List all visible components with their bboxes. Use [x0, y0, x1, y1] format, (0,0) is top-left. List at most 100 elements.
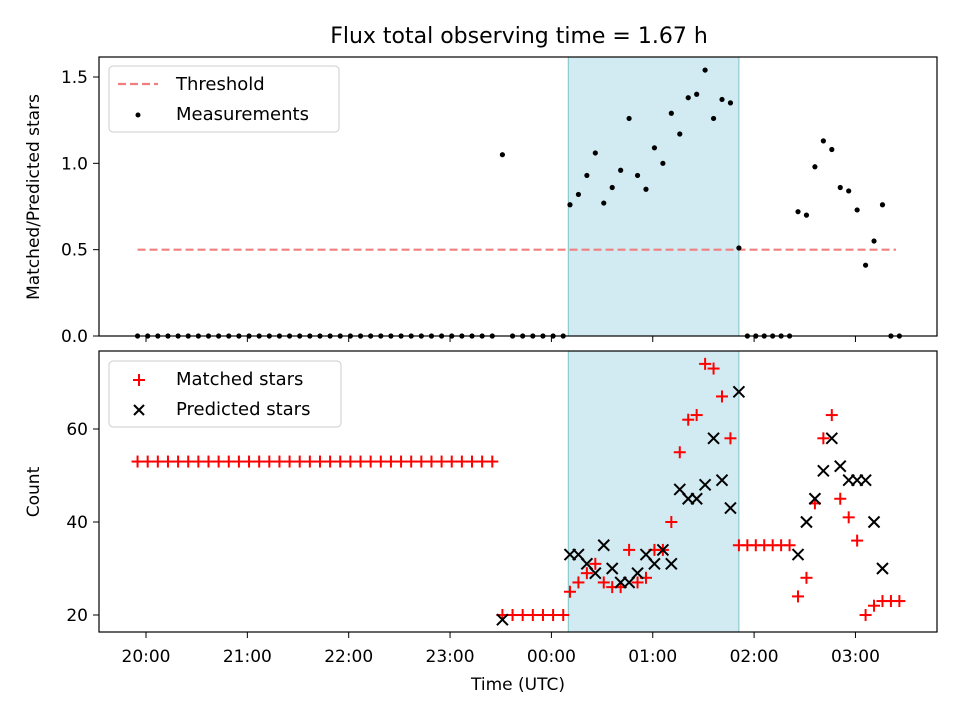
- matched-star-point: [842, 511, 855, 524]
- x-tick-label: 20:00: [122, 647, 171, 667]
- matched-legend-label: Matched stars: [176, 369, 303, 390]
- predicted-star-point: [724, 501, 737, 515]
- predicted-star-point: [715, 473, 729, 487]
- matched-star-point: [690, 409, 703, 422]
- matched-star-point: [476, 455, 489, 468]
- predicted-star-point: [834, 459, 847, 473]
- matched-star-point: [324, 455, 337, 468]
- matched-star-point: [589, 557, 602, 570]
- matched-star-point: [597, 576, 610, 589]
- predicted-legend-label: Predicted stars: [176, 399, 310, 420]
- measurement-point: [871, 238, 877, 244]
- x-tick-label: 23:00: [426, 647, 475, 667]
- predicted-star-point: [665, 557, 678, 571]
- top-panel: Flux total observing time = 1.67 h 0.0 0.…: [24, 24, 938, 347]
- matched-star-point: [334, 455, 347, 468]
- x-tick-label: 03:00: [831, 647, 880, 667]
- predicted-star-point: [648, 557, 661, 571]
- measurement-point: [677, 131, 683, 137]
- bottom-y-tick-label: 60: [66, 420, 88, 440]
- top-y-tick-label: 1.0: [61, 154, 88, 174]
- measurement-point: [626, 115, 632, 122]
- x-tick-label: 02:00: [730, 647, 779, 667]
- matched-star-point: [580, 567, 593, 580]
- measurement-point: [854, 207, 860, 213]
- measurement-point: [820, 138, 826, 144]
- measurement-point: [668, 110, 674, 116]
- top-legend: Threshold Measurements: [108, 65, 340, 133]
- matched-star-point: [817, 432, 830, 445]
- predicted-star-point: [589, 566, 602, 580]
- measurement-point: [567, 202, 573, 208]
- matched-star-point: [716, 390, 729, 403]
- predicted-star-point: [808, 492, 822, 505]
- matched-star-point: [536, 609, 549, 621]
- matched-star-point: [202, 455, 215, 468]
- matched-star-point: [834, 492, 847, 505]
- x-tick-label: 21:00: [223, 647, 272, 667]
- matched-star-point: [232, 455, 245, 468]
- matched-star-point: [516, 609, 529, 621]
- measurement-point: [803, 212, 810, 218]
- matched-star-point: [293, 455, 306, 468]
- x-axis-label: Time (UTC): [470, 675, 565, 695]
- matched-star-point: [506, 609, 519, 621]
- matched-star-point: [707, 362, 720, 375]
- matched-star-point: [141, 455, 154, 468]
- predicted-star-point: [791, 548, 805, 561]
- top-y-tick-label: 0.5: [61, 241, 88, 261]
- matched-star-point: [563, 585, 576, 598]
- observing-interval-shade: [567, 350, 740, 633]
- matched-star-point: [425, 455, 438, 468]
- measurement-point: [727, 100, 734, 106]
- bottom-panel: 20 40 60 20:00 21:00 22:00 23:00 00:00 01:00 02:…: [24, 350, 938, 695]
- matched-star-point: [445, 455, 458, 468]
- measurement-point: [719, 96, 725, 103]
- matched-star-point: [405, 455, 418, 468]
- top-y-axis-label: Matched/Predicted stars: [24, 94, 44, 300]
- measurement-point: [643, 186, 649, 192]
- matched-star-point: [374, 455, 387, 468]
- top-y-tick-label: 1.5: [61, 68, 88, 88]
- matched-star-point: [192, 455, 205, 468]
- matched-star-point: [859, 609, 872, 621]
- matched-star-point: [395, 455, 408, 468]
- measurement-point: [710, 115, 717, 122]
- matched-star-point: [851, 534, 864, 547]
- measurement-point: [685, 95, 691, 101]
- measurement-point: [862, 262, 869, 268]
- matched-star-point: [344, 455, 357, 468]
- predicted-star-point: [876, 562, 889, 575]
- matched-star-point: [253, 455, 266, 468]
- matched-star-point: [724, 432, 737, 445]
- matched-star-point: [547, 609, 560, 621]
- predicted-legend-swatch: [133, 404, 145, 416]
- predicted-star-point: [690, 492, 703, 505]
- matched-star-point: [526, 609, 539, 621]
- measurement-point: [584, 172, 590, 179]
- x-tick-label: 22:00: [324, 647, 373, 667]
- matched-star-point: [364, 455, 377, 468]
- chart-title: Flux total observing time = 1.67 h: [330, 24, 708, 49]
- measurement-point: [736, 245, 742, 251]
- matched-star-point: [699, 357, 712, 370]
- matched-star-point: [263, 455, 276, 468]
- matched-star-point: [673, 446, 686, 459]
- matched-star-point: [151, 455, 164, 468]
- matched-star-point: [313, 455, 326, 468]
- predicted-star-point: [707, 432, 720, 445]
- matched-star-point: [222, 455, 235, 468]
- matched-star-point: [665, 516, 678, 528]
- bottom-y-tick-label: 40: [66, 513, 88, 533]
- measurement-point: [592, 150, 598, 156]
- threshold-legend-label: Threshold: [175, 74, 265, 95]
- measurement-point: [812, 164, 818, 170]
- bottom-y-axis-label: Count: [24, 466, 44, 517]
- measurement-point: [694, 91, 700, 97]
- predicted-star-point: [732, 385, 746, 399]
- matched-star-point: [435, 455, 448, 468]
- matched-legend-swatch: [133, 374, 145, 386]
- matched-star-point: [172, 455, 185, 468]
- predicted-star-point: [867, 515, 881, 529]
